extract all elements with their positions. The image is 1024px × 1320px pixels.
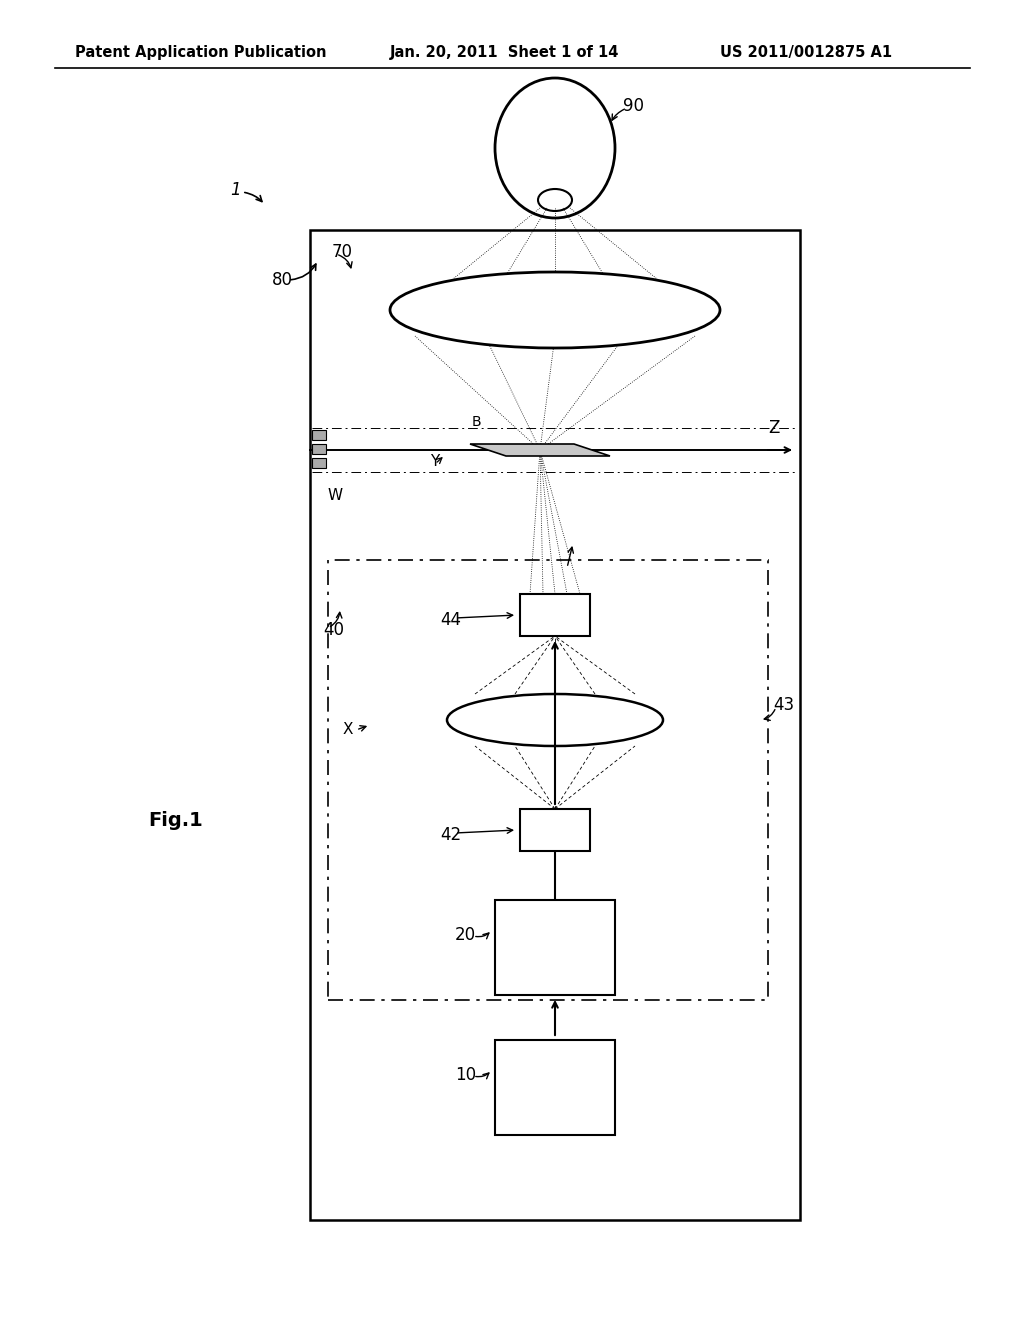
Bar xyxy=(310,230,800,1220)
Text: 1: 1 xyxy=(230,181,241,199)
Bar xyxy=(495,1040,615,1135)
Polygon shape xyxy=(470,444,610,455)
Text: 42: 42 xyxy=(440,826,461,843)
Ellipse shape xyxy=(447,694,663,746)
Text: 80: 80 xyxy=(272,271,293,289)
Text: CONTROL
PART: CONTROL PART xyxy=(514,1071,596,1104)
Text: 20: 20 xyxy=(455,927,476,944)
Bar xyxy=(495,900,615,995)
Text: 10: 10 xyxy=(455,1067,476,1084)
Text: 43: 43 xyxy=(773,696,795,714)
Text: Z: Z xyxy=(768,418,779,437)
Text: 90: 90 xyxy=(623,96,644,115)
Text: US 2011/0012875 A1: US 2011/0012875 A1 xyxy=(720,45,892,59)
Text: 44: 44 xyxy=(440,611,461,630)
Text: Fig.1: Fig.1 xyxy=(148,810,203,829)
Bar xyxy=(520,809,590,851)
Text: Jan. 20, 2011  Sheet 1 of 14: Jan. 20, 2011 Sheet 1 of 14 xyxy=(390,45,620,59)
Text: B: B xyxy=(472,414,481,429)
Text: 70: 70 xyxy=(332,243,353,261)
Bar xyxy=(328,560,768,1001)
Text: Y: Y xyxy=(430,454,439,470)
Text: 40: 40 xyxy=(323,620,344,639)
Text: Patent Application Publication: Patent Application Publication xyxy=(75,45,327,59)
Bar xyxy=(520,594,590,636)
Text: W: W xyxy=(328,487,343,503)
Bar xyxy=(312,458,326,469)
Bar xyxy=(312,430,326,440)
Text: X: X xyxy=(343,722,353,738)
Ellipse shape xyxy=(390,272,720,348)
Text: LIGHT
SOURCE
PART: LIGHT SOURCE PART xyxy=(520,923,590,972)
Bar xyxy=(312,444,326,454)
